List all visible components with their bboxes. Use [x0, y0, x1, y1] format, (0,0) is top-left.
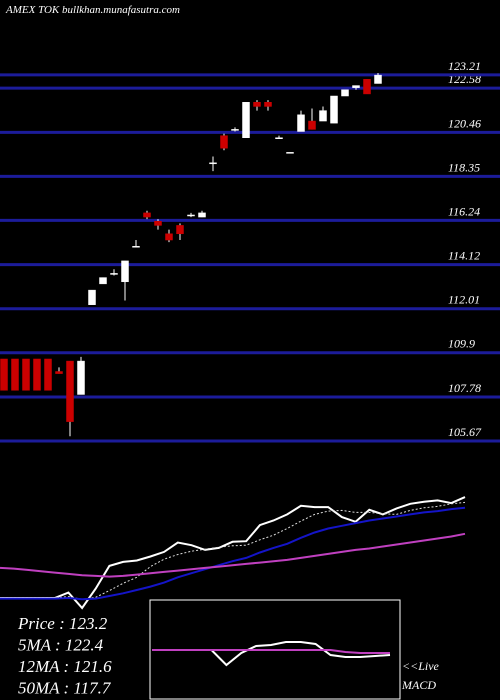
candle-body [99, 277, 107, 285]
candle-body [308, 120, 316, 130]
candle-body [154, 220, 162, 226]
candle-body [187, 214, 195, 217]
series-line [0, 496, 466, 610]
legend-text: Price : 123.2 [17, 614, 108, 633]
candle-body [352, 85, 360, 88]
y-tick-label: 116.24 [448, 204, 480, 218]
candle-body [55, 371, 63, 374]
candle-body [330, 95, 338, 124]
candle-body [22, 358, 30, 391]
candle-body [132, 246, 140, 248]
legend-text: 5MA : 122.4 [18, 636, 104, 655]
candle-body [231, 129, 239, 131]
candle-body [363, 79, 371, 95]
candle-body [110, 273, 118, 275]
series-line [152, 649, 390, 654]
candle-body [220, 135, 228, 149]
candle-body [275, 137, 283, 140]
series-line [0, 532, 466, 578]
legend-text: 50MA : 117.7 [18, 679, 112, 698]
y-tick-label: 118.35 [448, 160, 480, 174]
y-tick-label: 105.67 [448, 425, 482, 439]
chart-title: AMEX TOK bullkhan.munafasutra.com [5, 4, 180, 16]
macd-label: <<Live [402, 659, 440, 673]
candle-body [77, 360, 85, 395]
macd-frame [149, 599, 401, 700]
candle-body [33, 358, 41, 391]
y-tick-label: 120.46 [448, 116, 481, 130]
candle-body [143, 212, 151, 218]
y-tick-label: 109.9 [448, 337, 475, 351]
candle-body [253, 102, 261, 107]
candle-body [165, 233, 173, 241]
y-tick-label: 114.12 [448, 249, 480, 263]
candle-body [264, 102, 272, 107]
candle-body [319, 110, 327, 122]
candle-body [176, 225, 184, 235]
candle-body [121, 260, 129, 283]
y-tick-label: 107.78 [448, 381, 481, 395]
candle-body [341, 89, 349, 97]
y-tick-label: 112.01 [448, 293, 480, 307]
candle-body [88, 289, 96, 305]
legend-text: 12MA : 121.6 [18, 657, 112, 676]
candle-body [44, 358, 52, 391]
series-line [0, 506, 466, 601]
candle-body [11, 358, 19, 391]
candle-body [374, 74, 382, 84]
y-tick-label: 123.21 [448, 59, 481, 73]
macd-label: MACD [401, 678, 436, 692]
candle-body [66, 360, 74, 422]
candle-body [0, 358, 8, 391]
candle-body [198, 212, 206, 218]
candle-body [297, 114, 305, 132]
candle-body [209, 162, 217, 165]
candle-body [286, 152, 294, 154]
candle-body [242, 102, 250, 139]
